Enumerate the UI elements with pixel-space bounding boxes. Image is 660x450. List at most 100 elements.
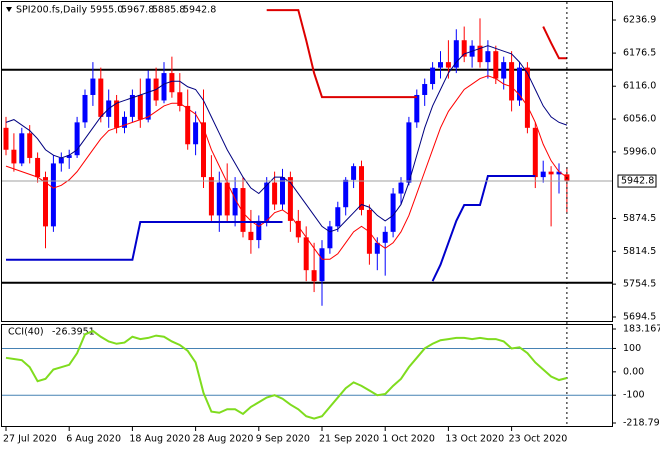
x-tick-label: 9 Sep 2020 [256,434,310,445]
candle-body [398,182,404,194]
candle-body [461,40,467,57]
candle-body [319,248,325,282]
candle-body [335,207,341,227]
candle-body [351,166,357,180]
candle-body [390,193,396,232]
x-tick-label: 27 Jul 2020 [3,434,57,445]
y-tick-label: 6176.5 [623,48,656,59]
cci-tick-label: -218.799 [623,418,660,429]
candle-body [74,122,80,156]
cci-frame [1,324,613,427]
x-tick-label: 21 Sep 2020 [319,434,379,445]
candle-body [359,166,364,210]
y-tick-label: 6056.0 [623,114,656,125]
candle-body [280,177,285,205]
candle-body [477,45,483,63]
candle-body [35,157,41,178]
candle-body [82,94,88,123]
candle-body [177,92,183,106]
candle-body [248,231,254,241]
candle-body [422,84,428,95]
indicator-line [5,45,568,233]
y-tick-label: 5874.5 [623,213,656,224]
candle-body [240,188,246,232]
indicator-line [266,9,417,99]
cci-line [5,329,568,420]
x-tick-label: 28 Aug 2020 [193,434,254,445]
candle-body [311,270,317,282]
cci-tick-label: 100 [623,343,641,354]
candle-body [485,51,491,63]
candle-body [232,188,238,216]
candle-body [382,231,388,243]
candle-body [66,155,72,158]
cci-tick-label: 0.00 [623,366,644,377]
candle-body [43,177,48,227]
candle-body [493,51,499,79]
candle-body [114,100,120,128]
candle-body [453,40,459,68]
candle-body [201,122,206,178]
candle-body [224,182,230,216]
candle-body [27,133,33,158]
candle-body [532,127,538,178]
candle-body [343,179,349,208]
cci-tick-label: -100 [623,390,645,401]
header-value: 5942.8 [183,5,216,16]
candle-body [98,78,104,117]
candle-body [90,78,96,95]
x-tick-label: 6 Aug 2020 [66,434,121,445]
candle-body [161,73,167,101]
candle-body [264,182,270,221]
candle-body [208,177,214,216]
candle-body [414,94,420,123]
candle-body [303,237,309,271]
candle-body [169,73,175,93]
candle-body [548,171,554,175]
x-tick-label: 1 Oct 2020 [382,434,435,445]
candle-body [406,122,412,183]
candle-body [19,133,25,164]
candle-body [287,177,293,221]
indicator-line [5,75,568,260]
candle-body [11,149,17,164]
indicator-line [542,26,567,60]
candle-body [137,94,143,120]
header-value: 5967.8 [121,5,154,16]
main-frame [1,1,613,322]
y-tick-label: 5814.5 [623,246,656,257]
candle-body [3,127,9,150]
header-value: 5885.8 [152,5,185,16]
y-tick-label: 5694.5 [623,311,656,322]
candle-body [122,116,127,128]
price-label: 5942.8 [621,176,654,187]
candle-body [430,67,436,85]
y-tick-label: 6236.9 [623,15,656,26]
candle-body [272,182,278,205]
y-tick-label: 6116.0 [623,81,656,92]
header-value: 5955.0 [90,5,123,16]
candle-body [145,78,151,120]
candle-body [185,105,191,145]
x-tick-label: 23 Oct 2020 [509,434,568,445]
candle-body [216,182,222,216]
candle-body [509,62,515,101]
candle-body [256,220,262,241]
candle-body [50,163,56,227]
candle-body [540,171,546,178]
y-tick-label: 5754.5 [623,279,656,290]
menu-arrow [6,7,12,12]
candle-body [556,171,562,175]
cci-title: CCI(40) [8,327,44,338]
cci-tick-label: 183.1673 [623,324,660,335]
candle-body [58,157,64,164]
candle-body [374,242,380,254]
y-tick-label: 5996.0 [623,146,656,157]
candle-body [501,62,507,79]
candle-body [438,62,443,68]
cci-value: -26.3951 [52,327,95,338]
candle-body [295,220,301,238]
price-box [617,174,657,188]
chart-title: SPI200.fs,Daily [16,5,87,16]
